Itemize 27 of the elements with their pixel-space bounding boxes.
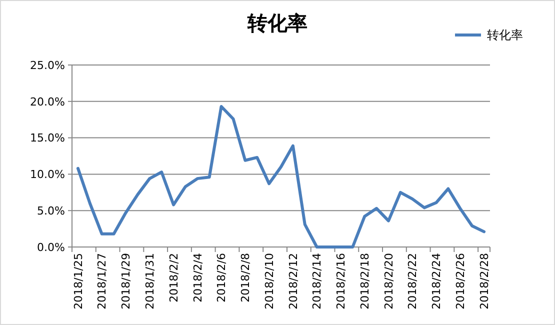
y-tick-label: 20.0% [30,95,65,108]
y-tick-label: 15.0% [30,132,65,145]
y-tick-label: 10.0% [30,168,65,182]
x-tick-label: 2018/2/6 [215,253,228,302]
x-tick-label: 2018/2/22 [406,253,420,310]
x-tick-label: 2018/1/29 [120,253,133,310]
x-tick-label: 2018/2/16 [334,253,348,310]
x-tick-label: 2018/2/24 [430,253,444,310]
x-tick-label: 2018/2/18 [358,253,372,310]
x-tick-label: 2018/2/8 [239,253,252,302]
x-tick-label: 2018/1/31 [143,253,156,310]
y-tick-label: 5.0% [37,204,65,218]
x-tick-label: 2018/2/12 [286,253,300,310]
x-tick-label: 2018/2/10 [262,253,276,310]
x-tick-label: 2018/2/20 [382,253,396,310]
x-tick-label: 2018/1/25 [72,253,85,310]
y-tick-label: 25.0% [30,58,65,72]
y-tick-label: 0.0% [37,240,65,254]
x-tick-label: 2018/2/4 [191,253,204,302]
x-tick-label: 2018/2/14 [310,253,324,310]
x-tick-label: 2018/1/27 [96,253,109,310]
line-series [76,104,486,248]
chart-title: 转化率 [246,11,308,35]
x-tick-label: 2018/2/2 [167,253,180,302]
x-tick-label: 2018/2/28 [478,253,491,310]
legend-label: 转化率 [487,28,523,42]
x-tick-label: 2018/2/26 [454,253,467,310]
